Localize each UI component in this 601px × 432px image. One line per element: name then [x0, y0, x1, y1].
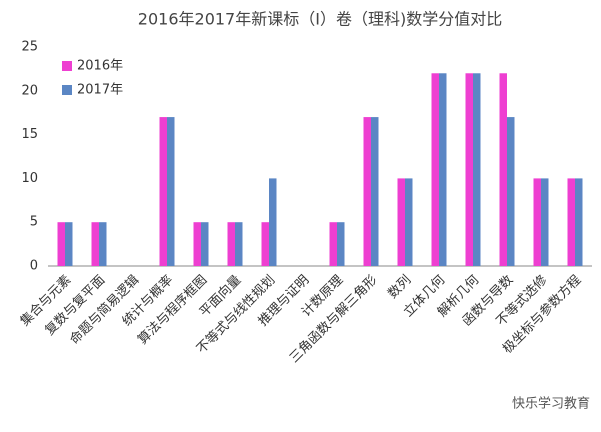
legend-label: 2017年: [77, 83, 123, 98]
y-tick-label: 0: [30, 259, 38, 274]
legend-swatch: [62, 85, 72, 95]
bar: [541, 178, 549, 266]
bar: [567, 178, 575, 266]
bar: [329, 222, 337, 266]
bar: [57, 222, 65, 266]
bar: [91, 222, 99, 266]
bar: [431, 73, 439, 266]
chart-title: 2016年2017年新课标（Ⅰ）卷（理科)数学分值对比: [138, 10, 502, 29]
bar: [167, 117, 175, 266]
y-tick-label: 25: [21, 40, 38, 55]
bar: [507, 117, 515, 266]
bar: [235, 222, 243, 266]
bar: [159, 117, 167, 266]
y-tick-label: 20: [21, 83, 38, 98]
bar: [575, 178, 583, 266]
y-tick-label: 15: [21, 127, 38, 142]
bar: [363, 117, 371, 266]
legend-label: 2016年: [77, 59, 123, 74]
bar: [397, 178, 405, 266]
x-tick-label: 数列: [385, 273, 414, 302]
bar: [201, 222, 209, 266]
bar: [337, 222, 345, 266]
bar: [473, 73, 481, 266]
bar: [193, 222, 201, 266]
bar: [227, 222, 235, 266]
legend-swatch: [62, 61, 72, 71]
bar: [269, 178, 277, 266]
bar: [533, 178, 541, 266]
bar: [405, 178, 413, 266]
bar: [499, 73, 507, 266]
bar: [99, 222, 107, 266]
bar: [371, 117, 379, 266]
watermark: 快乐学习教育: [512, 396, 590, 412]
bar: [465, 73, 473, 266]
bar: [65, 222, 73, 266]
bar: [261, 222, 269, 266]
y-tick-label: 10: [21, 171, 38, 186]
bar: [439, 73, 447, 266]
y-tick-label: 5: [30, 215, 38, 230]
